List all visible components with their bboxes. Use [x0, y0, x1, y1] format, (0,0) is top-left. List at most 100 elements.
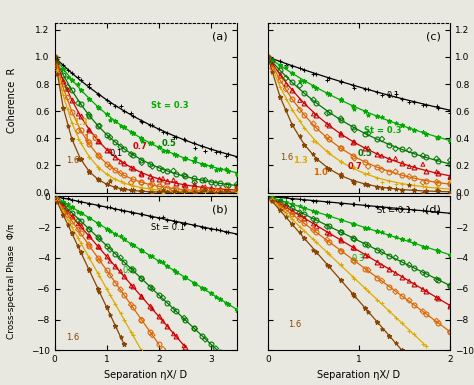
Point: [419, 129, 427, 135]
Point: [128, 209, 135, 215]
Point: [337, 277, 345, 283]
Point: [191, 189, 199, 196]
Point: [64, 84, 72, 90]
Point: [148, 253, 156, 259]
Point: [117, 268, 124, 274]
Point: [282, 81, 290, 87]
Point: [201, 184, 209, 190]
Point: [128, 179, 135, 186]
Point: [74, 81, 82, 87]
Point: [323, 230, 331, 236]
Point: [148, 163, 156, 169]
Point: [233, 188, 241, 194]
Point: [85, 254, 92, 261]
Point: [405, 124, 413, 131]
Point: [378, 263, 386, 269]
Point: [191, 155, 199, 161]
Point: [392, 146, 399, 152]
Point: [74, 136, 82, 142]
Point: [170, 218, 177, 224]
Point: [106, 272, 114, 278]
Point: [180, 189, 188, 195]
Point: [201, 225, 209, 231]
Point: [351, 293, 358, 299]
Point: [323, 134, 331, 140]
Point: [405, 328, 413, 334]
Point: [405, 237, 413, 243]
Point: [392, 254, 399, 261]
Point: [378, 92, 386, 98]
Point: [85, 168, 92, 174]
Point: [64, 86, 72, 92]
Point: [170, 189, 177, 195]
Point: [269, 198, 276, 204]
Point: [159, 187, 167, 193]
Point: [433, 179, 440, 185]
Point: [180, 172, 188, 179]
Point: [212, 167, 219, 173]
Point: [323, 212, 331, 218]
Point: [323, 237, 331, 243]
Point: [74, 235, 82, 241]
Point: [233, 185, 241, 191]
Point: [117, 159, 124, 165]
Text: (a): (a): [212, 32, 228, 42]
Text: 0.3: 0.3: [352, 254, 365, 263]
Point: [117, 123, 124, 129]
Point: [296, 196, 303, 202]
Text: St = 0.3: St = 0.3: [151, 102, 189, 110]
Point: [85, 154, 92, 160]
Point: [269, 194, 276, 200]
Point: [447, 174, 454, 181]
Point: [447, 181, 454, 187]
Point: [74, 243, 82, 249]
Point: [269, 59, 276, 65]
Point: [74, 226, 82, 233]
Point: [310, 111, 317, 117]
Text: 1.6: 1.6: [66, 156, 79, 165]
Text: St = 0.1: St = 0.1: [151, 223, 185, 232]
Point: [365, 242, 372, 248]
Point: [191, 281, 199, 287]
Point: [233, 231, 241, 237]
Point: [310, 71, 317, 77]
Point: [159, 214, 167, 221]
Point: [85, 81, 92, 87]
Point: [269, 68, 276, 74]
Point: [323, 263, 331, 269]
Point: [74, 100, 82, 106]
Point: [419, 341, 427, 347]
Point: [310, 138, 317, 144]
Point: [85, 112, 92, 118]
Point: [106, 246, 114, 253]
Point: [53, 196, 61, 203]
Point: [201, 186, 209, 192]
Point: [433, 209, 440, 215]
Point: [53, 67, 61, 73]
Point: [212, 187, 219, 194]
Point: [212, 149, 219, 155]
Point: [201, 148, 209, 154]
Point: [296, 97, 303, 104]
Point: [180, 182, 188, 188]
Point: [128, 283, 135, 289]
Point: [365, 253, 372, 259]
Point: [282, 214, 290, 220]
Point: [148, 141, 156, 147]
Point: [310, 236, 317, 242]
Point: [269, 198, 276, 204]
Point: [128, 187, 135, 193]
Point: [337, 229, 345, 236]
Point: [269, 65, 276, 71]
Point: [296, 65, 303, 71]
Point: [296, 217, 303, 223]
Point: [405, 147, 413, 153]
Point: [365, 131, 372, 137]
Point: [282, 95, 290, 102]
Point: [223, 189, 230, 196]
Point: [128, 301, 135, 308]
Point: [106, 147, 114, 154]
Point: [365, 164, 372, 170]
Point: [191, 222, 199, 228]
Point: [128, 241, 135, 247]
